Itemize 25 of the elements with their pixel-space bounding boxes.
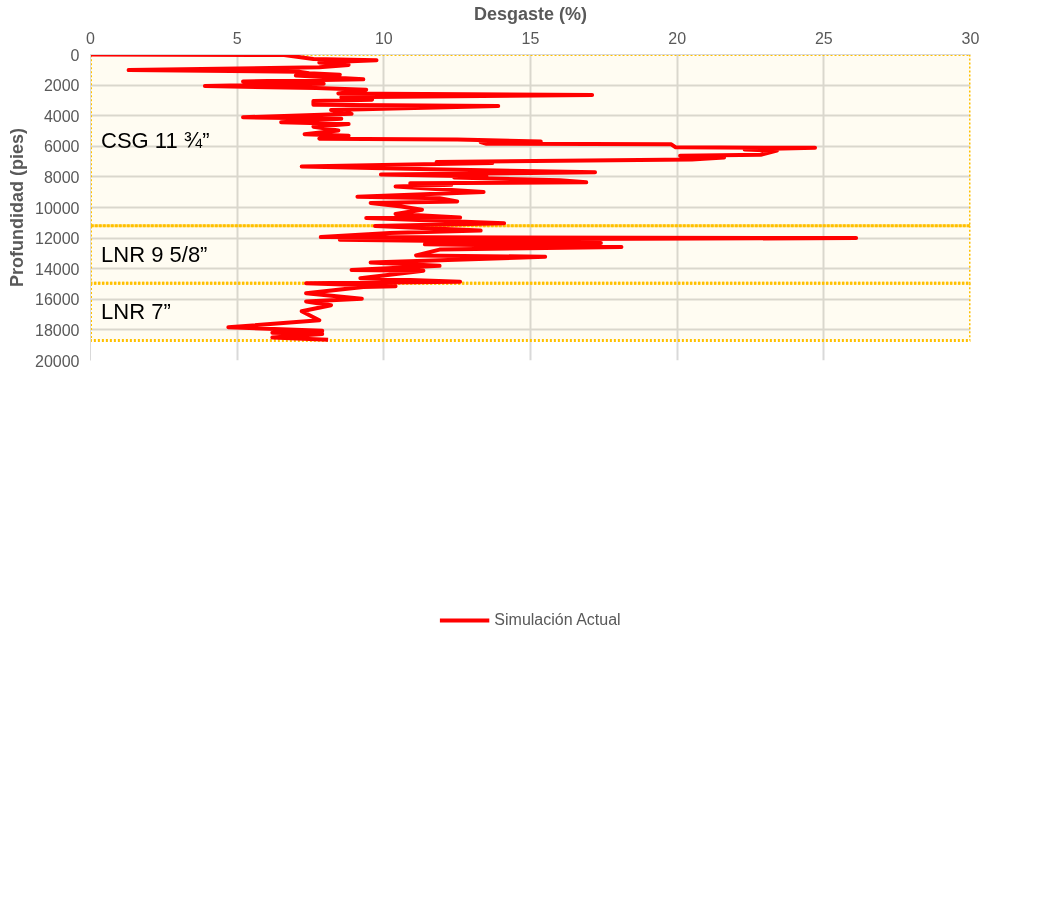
x-tick-label: 5: [232, 29, 242, 47]
x-tick-label: 20: [668, 29, 687, 47]
line-series: [90, 54, 859, 342]
x-axis-title: Desgaste (%): [473, 3, 588, 24]
y-tick-label: 20000: [35, 352, 80, 370]
y-tick-label: 10000: [35, 199, 80, 217]
y-tick-label: 16000: [35, 291, 80, 309]
band-label: LNR 9 5/8”: [101, 242, 208, 268]
x-tick-label: 10: [374, 29, 393, 47]
y-tick-label: 6000: [43, 138, 80, 156]
x-tick-label: 30: [961, 29, 980, 47]
y-tick-label: 4000: [43, 107, 80, 125]
legend-label: Simulación Actual: [494, 611, 621, 629]
x-tick-label: 15: [521, 29, 540, 47]
band-label: CSG 11 ¾”: [101, 127, 210, 153]
y-tick-label: 0: [70, 46, 80, 64]
x-tick-label: 25: [814, 29, 833, 47]
y-tick-label: 12000: [35, 230, 80, 248]
y-axis-title: Profundidad (pies): [7, 128, 28, 287]
band-label: LNR 7”: [101, 299, 171, 325]
y-tick-label: 8000: [43, 168, 80, 186]
y-tick-label: 14000: [35, 260, 80, 278]
y-tick-label: 2000: [43, 77, 80, 95]
x-tick-label: 0: [86, 29, 96, 47]
y-tick-label: 18000: [35, 321, 80, 339]
